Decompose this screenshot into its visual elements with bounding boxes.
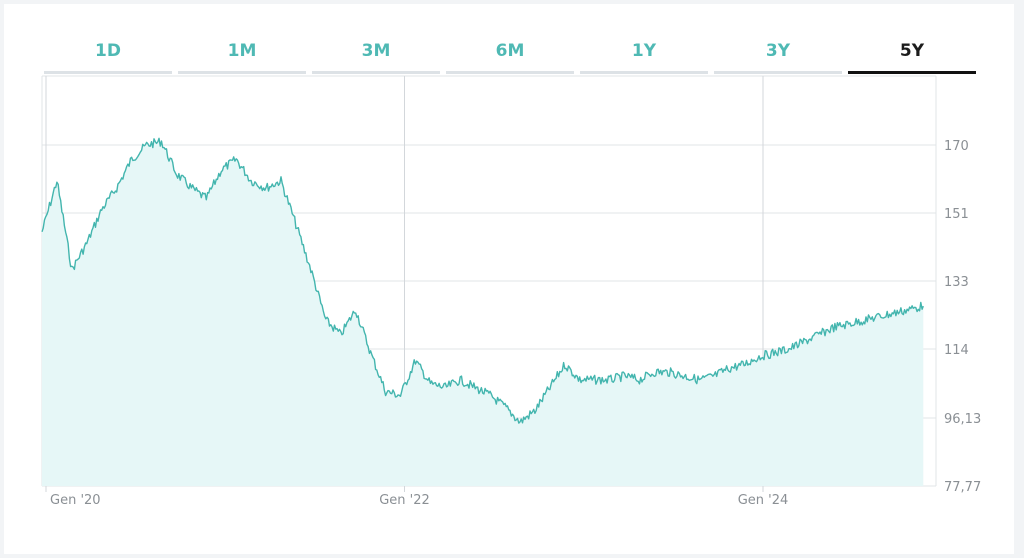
tab-5y[interactable]: 5Y [848,36,976,76]
y-tick-label-1: 151 [944,207,969,222]
tab-6m[interactable]: 6M [446,36,574,76]
y-tick-label-3: 114 [944,343,969,358]
x-axis-labels: Gen '20 Gen '22 Gen '24 [50,493,788,508]
y-tick-label-0: 170 [944,139,969,154]
x-tick-label-1: Gen '22 [379,493,430,508]
tab-3m[interactable]: 3M [312,36,440,76]
y-tick-label-2: 133 [944,275,969,290]
tab-1m[interactable]: 1M [178,36,306,76]
y-tick-label-4: 96,13 [944,412,981,427]
area-fill [42,138,924,487]
period-tabs: 1D 1M 3M 6M 1Y 3Y 5Y [44,36,976,76]
tab-3y[interactable]: 3Y [714,36,842,76]
x-tick-label-2: Gen '24 [738,493,789,508]
tab-1d[interactable]: 1D [44,36,172,76]
x-tick-label-0: Gen '20 [50,493,101,508]
tab-1y[interactable]: 1Y [580,36,708,76]
y-tick-label-5: 77,77 [944,480,981,495]
y-axis-labels: 170 151 133 114 96,13 77,77 [944,139,981,495]
price-line [41,137,924,424]
